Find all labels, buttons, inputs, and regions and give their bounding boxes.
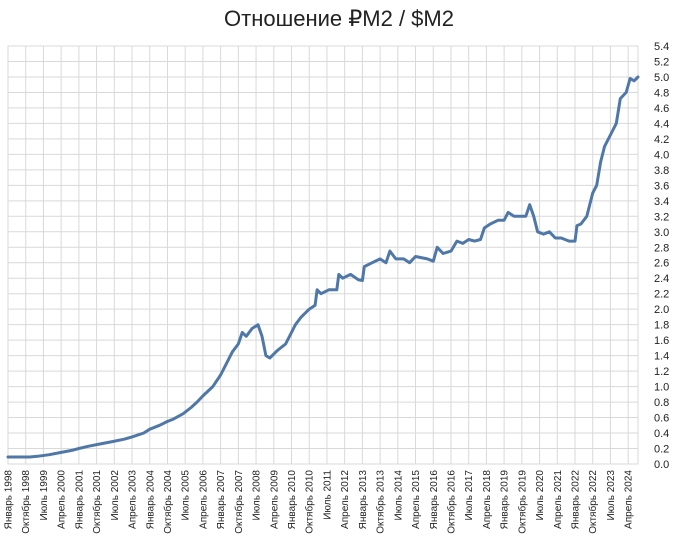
x-tick-label: Июль 1999	[39, 470, 50, 521]
y-tick-label: 2.0	[654, 304, 669, 316]
x-tick-label: Июль 2005	[181, 470, 192, 521]
y-tick-label: 4.2	[654, 134, 669, 146]
y-tick-label: 1.8	[654, 320, 669, 332]
x-tick-label: Октябрь 2022	[587, 470, 599, 534]
chart-title: Отношение ₽M2 / $M2	[224, 6, 454, 31]
y-tick-label: 0.8	[654, 397, 669, 409]
x-tick-label: Январь 2016	[429, 470, 440, 530]
y-tick-label: 2.2	[654, 289, 669, 301]
x-tick-label: Октябрь 2010	[304, 470, 316, 534]
x-tick-label: Январь 2013	[358, 470, 369, 530]
x-tick-label: Апрель 2003	[128, 470, 139, 529]
x-tick-label: Январь 2010	[287, 470, 298, 530]
x-tick-label: Январь 2001	[74, 470, 85, 530]
x-tick-label: Январь 2007	[216, 470, 227, 530]
y-tick-label: 4.4	[654, 118, 669, 130]
x-tick-label: Октябрь 2007	[233, 470, 245, 534]
series-line	[6, 75, 640, 459]
x-tick-label: Апрель 2015	[411, 470, 422, 529]
x-tick-label: Октябрь 2001	[91, 470, 103, 534]
y-tick-label: 4.6	[654, 103, 669, 115]
x-tick-label: Апрель 2018	[482, 470, 493, 529]
x-tick-label: Апрель 2012	[340, 470, 351, 529]
x-tick-label: Январь 2019	[500, 470, 511, 530]
y-tick-label: 1.0	[654, 382, 669, 394]
x-tick-label: Октябрь 1998	[20, 470, 32, 534]
y-gridlines	[8, 45, 638, 465]
x-tick-label: Июль 2017	[464, 470, 475, 521]
y-tick-label: 1.2	[654, 366, 669, 378]
y-tick-label: 3.6	[654, 180, 669, 192]
y-tick-label: 4.8	[654, 87, 669, 99]
x-tick-label: Январь 2022	[571, 470, 582, 530]
y-tick-label: 2.4	[654, 273, 669, 285]
y-tick-label: 0.0	[654, 459, 669, 471]
y-tick-label: 5.2	[654, 56, 669, 68]
x-tick-label: Апрель 2024	[624, 470, 635, 529]
x-tick-label: Июль 2011	[322, 470, 333, 520]
x-tick-label: Апрель 2021	[553, 470, 564, 529]
x-tick-labels: Январь 1998 Октябрь 1998 Июль 1999 Апрель 2…	[4, 470, 635, 534]
y-tick-label: 0.4	[654, 428, 669, 440]
x-tick-label: Январь 2004	[145, 470, 156, 530]
y-tick-label: 2.8	[654, 242, 669, 254]
x-tick-label: Апрель 2009	[269, 470, 280, 529]
x-tick-label: Июль 2002	[110, 470, 121, 521]
y-tick-label: 3.0	[654, 227, 669, 239]
x-tick-label: Апрель 2000	[57, 470, 68, 529]
x-tick-label: Октябрь 2016	[445, 470, 457, 534]
y-tick-label: 2.6	[654, 258, 669, 270]
x-tick-label: Июль 2008	[252, 470, 263, 521]
plot-area-border	[7, 45, 639, 465]
y-tick-label: 0.2	[654, 444, 669, 456]
x-tick-label: Апрель 2006	[198, 470, 209, 529]
y-tick-label: 1.4	[654, 351, 669, 363]
y-tick-label: 3.4	[654, 196, 669, 208]
y-tick-label: 4.0	[654, 149, 669, 161]
x-tick-label: Октябрь 2004	[162, 470, 174, 534]
x-tick-label: Октябрь 2013	[375, 470, 387, 534]
y-tick-label: 3.2	[654, 211, 669, 223]
x-tick-label: Октябрь 2019	[516, 470, 528, 534]
y-tick-label: 0.6	[654, 413, 669, 425]
y-tick-label: 3.8	[654, 165, 669, 177]
x-gridlines	[7, 46, 629, 464]
y-tick-label: 5.4	[654, 41, 669, 53]
x-tick-label: Январь 1998	[4, 470, 15, 530]
x-tick-label: Июль 2020	[535, 470, 546, 521]
y-tick-labels: 0.0 0.2 0.4 0.6 0.8 1.0 1.2 1.4 1.6 1.8 2.0 2.2 2.4 2…	[654, 41, 669, 471]
y-tick-label: 5.0	[654, 72, 669, 84]
x-tick-label: Июль 2014	[393, 470, 404, 521]
y-tick-label: 1.6	[654, 335, 669, 347]
x-tick-label: Июль 2023	[606, 470, 617, 521]
